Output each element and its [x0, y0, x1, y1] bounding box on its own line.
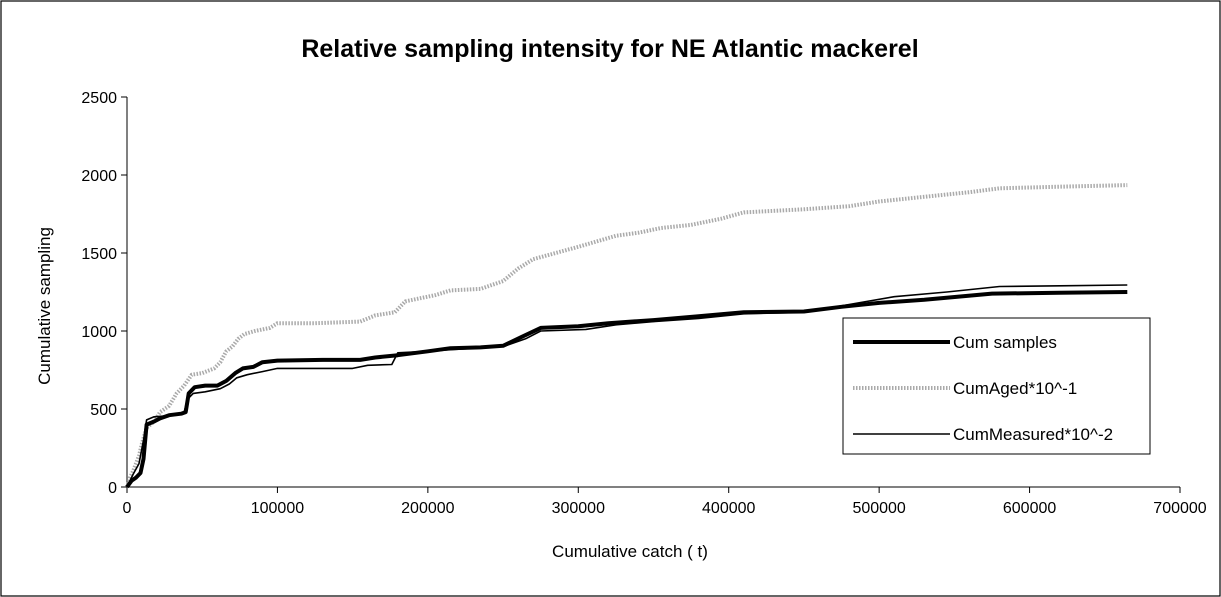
y-tick-label: 2500: [81, 90, 117, 107]
series-line-dotted: [125, 183, 1128, 488]
legend-label: CumAged*10^-1: [953, 379, 1077, 398]
y-tick-label: 1000: [81, 324, 117, 341]
legend: Cum samples CumAged*10^-1 CumMeasured*10^-…: [842, 317, 1151, 455]
y-tick-label: 0: [108, 480, 117, 497]
x-tick-label: 300000: [552, 500, 605, 517]
x-tick-label: 500000: [852, 500, 905, 517]
chart-title: Relative sampling intensity for NE Atlan…: [301, 35, 918, 63]
x-tick-label: 200000: [401, 500, 454, 517]
y-tick-label: 2000: [81, 168, 117, 185]
plot-area: 0 500 1000 1500 2000 2500 0 100000 200000 300000 4…: [81, 90, 1206, 517]
y-tick-label: 1500: [81, 246, 117, 263]
x-tick-label: 100000: [251, 500, 304, 517]
series-line-thick: [125, 290, 1128, 489]
x-tick-label: 600000: [1003, 500, 1056, 517]
legend-label: CumMeasured*10^-2: [953, 425, 1113, 444]
y-tick-label: 500: [90, 402, 117, 419]
x-tick-label: 400000: [702, 500, 755, 517]
legend-label: Cum samples: [953, 333, 1057, 352]
y-axis-title: Cumulative sampling: [35, 227, 54, 385]
x-axis-title: Cumulative catch ( t): [552, 542, 708, 561]
x-tick-label: 700000: [1153, 500, 1206, 517]
x-tick-label: 0: [123, 500, 132, 517]
